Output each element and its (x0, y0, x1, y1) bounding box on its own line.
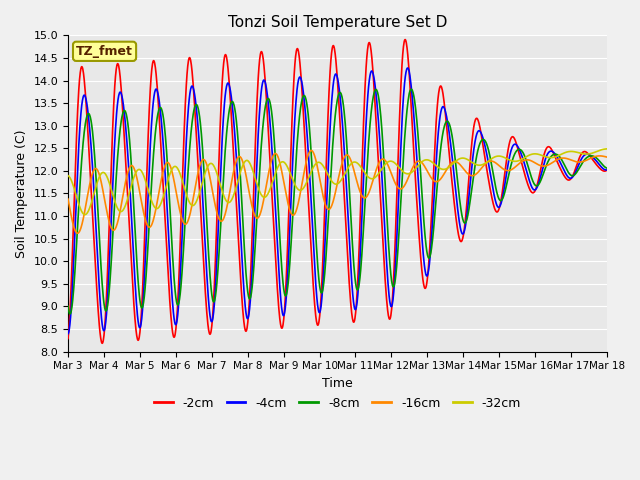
-4cm (314, 301, 321, 307)
-8cm (67, 311, 74, 317)
-16cm (64, 196, 72, 202)
-8cm (106, 276, 114, 282)
-4cm (371, 80, 378, 85)
Line: -32cm: -32cm (68, 149, 607, 215)
-16cm (603, 154, 611, 160)
Line: -2cm: -2cm (68, 39, 607, 343)
-4cm (603, 167, 611, 173)
-8cm (371, 87, 379, 93)
-8cm (128, 173, 136, 179)
-4cm (128, 217, 136, 223)
-8cm (408, 86, 415, 92)
-8cm (305, 111, 312, 117)
-2cm (401, 36, 409, 42)
-32cm (128, 180, 136, 186)
-32cm (305, 176, 312, 182)
-32cm (106, 182, 114, 188)
-4cm (304, 142, 312, 148)
-8cm (64, 303, 72, 309)
-4cm (106, 252, 113, 257)
-32cm (314, 159, 322, 165)
Line: -16cm: -16cm (68, 151, 607, 233)
-4cm (404, 65, 412, 71)
-2cm (603, 168, 611, 173)
-16cm (305, 152, 312, 158)
-4cm (64, 331, 72, 336)
-2cm (293, 46, 301, 52)
-16cm (128, 163, 136, 168)
-8cm (314, 265, 322, 271)
-4cm (293, 90, 301, 96)
-16cm (293, 205, 301, 211)
-2cm (64, 336, 72, 341)
Legend: -2cm, -4cm, -8cm, -16cm, -32cm: -2cm, -4cm, -8cm, -16cm, -32cm (149, 392, 526, 415)
-32cm (293, 185, 301, 191)
-32cm (81, 212, 89, 217)
-2cm (371, 101, 379, 107)
-16cm (106, 222, 114, 228)
-8cm (293, 142, 301, 148)
Text: TZ_fmet: TZ_fmet (76, 45, 133, 58)
Title: Tonzi Soil Temperature Set D: Tonzi Soil Temperature Set D (228, 15, 447, 30)
X-axis label: Time: Time (322, 377, 353, 390)
Line: -4cm: -4cm (68, 68, 607, 334)
-16cm (74, 230, 81, 236)
-2cm (106, 197, 114, 203)
-8cm (603, 165, 611, 171)
-16cm (372, 169, 380, 175)
-32cm (603, 146, 611, 152)
-16cm (314, 168, 322, 174)
-32cm (64, 173, 72, 179)
Y-axis label: Soil Temperature (C): Soil Temperature (C) (15, 129, 28, 258)
-2cm (305, 195, 312, 201)
-2cm (314, 322, 322, 328)
-2cm (128, 272, 136, 277)
-16cm (308, 148, 316, 154)
-32cm (371, 175, 379, 180)
-2cm (99, 340, 106, 346)
Line: -8cm: -8cm (68, 89, 607, 314)
